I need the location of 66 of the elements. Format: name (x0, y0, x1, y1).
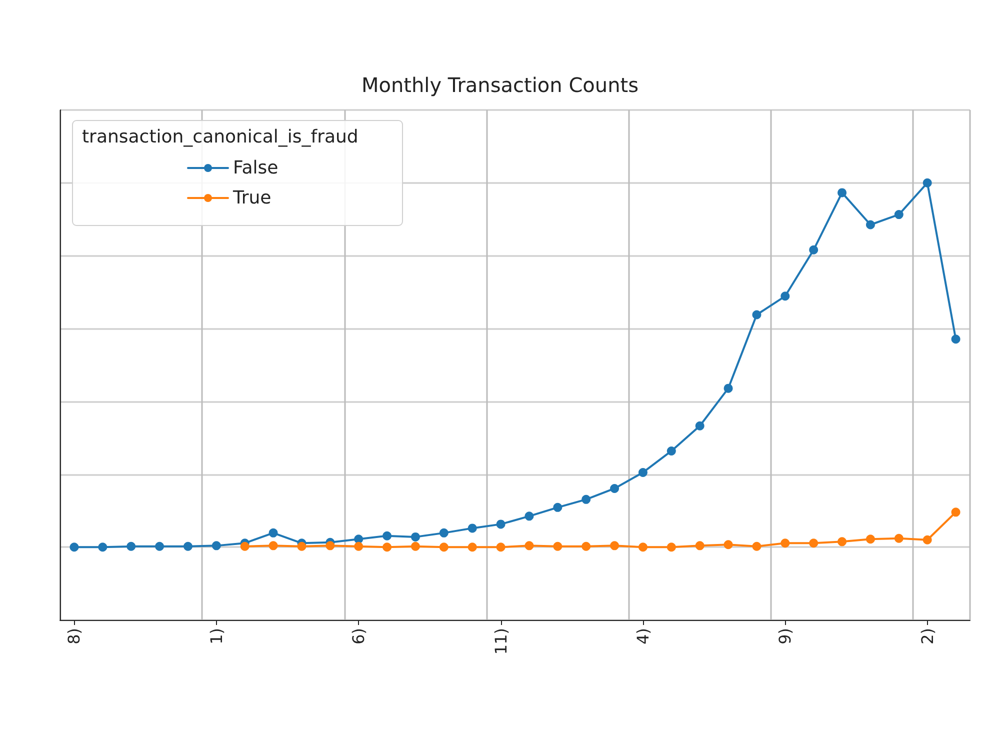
point (894, 534, 904, 543)
x-tick-label: 6) (349, 628, 368, 644)
point (724, 384, 733, 393)
point (894, 210, 904, 220)
point (98, 542, 108, 552)
legend-label: True (232, 188, 272, 208)
point (212, 541, 221, 550)
legend-label: False (233, 158, 278, 178)
point (838, 188, 847, 198)
point (496, 520, 506, 529)
point (951, 508, 960, 517)
point (468, 524, 477, 533)
point (468, 542, 477, 552)
point (922, 535, 932, 544)
point (809, 245, 818, 254)
point (752, 310, 762, 320)
point (638, 468, 648, 477)
point (524, 512, 534, 521)
point (922, 178, 932, 188)
x-tick-label: 8) (64, 628, 84, 644)
point (297, 542, 306, 551)
x-tick-label: 1) (206, 628, 226, 644)
x-tick-label: 4) (633, 628, 652, 644)
point (838, 537, 847, 546)
x-tick-label: 2) (918, 628, 937, 644)
point (695, 421, 704, 430)
point (695, 541, 704, 550)
point (410, 542, 420, 551)
point (582, 494, 591, 504)
legend-title: transaction_canonical_is_fraud (82, 126, 358, 148)
point (240, 542, 250, 551)
point (780, 292, 790, 301)
point (666, 446, 676, 456)
point (410, 532, 420, 542)
point (126, 542, 136, 551)
point (666, 542, 676, 552)
point (268, 541, 278, 550)
point (724, 540, 733, 550)
point (496, 542, 506, 552)
point (610, 484, 620, 493)
point (524, 541, 534, 550)
point (610, 541, 620, 550)
point (354, 542, 364, 551)
point (70, 542, 79, 552)
point (382, 531, 392, 540)
point (354, 534, 364, 544)
point (382, 542, 392, 552)
point (809, 538, 818, 548)
point (780, 538, 790, 548)
point (439, 542, 448, 552)
point (638, 542, 648, 552)
point (268, 528, 278, 538)
point (439, 528, 448, 538)
point (155, 542, 164, 551)
point (582, 542, 591, 551)
point (752, 542, 762, 551)
point (326, 541, 335, 550)
point (553, 542, 562, 551)
x-tick-label: 9) (776, 628, 795, 644)
point (553, 502, 562, 512)
point (866, 220, 875, 230)
point (866, 534, 875, 544)
point (183, 542, 192, 551)
x-tick-label: 11) (491, 628, 510, 655)
chart-title: Monthly Transaction Counts (361, 73, 639, 97)
point (951, 334, 960, 344)
